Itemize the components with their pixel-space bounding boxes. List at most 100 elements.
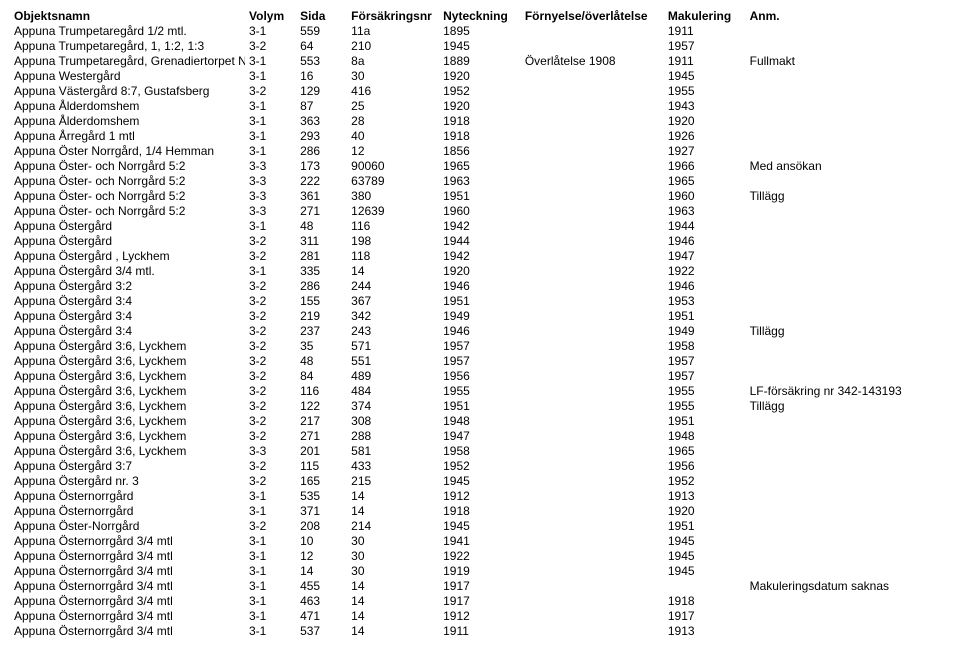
table-cell (664, 578, 746, 593)
table-cell: 3-1 (245, 578, 296, 593)
table-cell (521, 533, 664, 548)
document-page: Objektsnamn Volym Sida Försäkringsnr Nyt… (0, 0, 960, 646)
table-cell: 342 (347, 308, 439, 323)
table-cell: Tillägg (746, 323, 950, 338)
table-cell: 243 (347, 323, 439, 338)
table-cell: Appuna Öster Norrgård, 1/4 Hemman (10, 143, 245, 158)
table-row: Appuna Westergård3-1163019201945 (10, 68, 950, 83)
table-cell: 1960 (439, 203, 521, 218)
table-cell: 3-2 (245, 368, 296, 383)
table-cell: Appuna Östergård (10, 233, 245, 248)
table-cell: 116 (347, 218, 439, 233)
table-cell: 1927 (664, 143, 746, 158)
table-cell (521, 488, 664, 503)
table-cell: 1911 (664, 23, 746, 38)
table-cell (521, 593, 664, 608)
table-cell: Appuna Östergård 3/4 mtl. (10, 263, 245, 278)
table-cell: 25 (347, 98, 439, 113)
table-cell: Appuna Öster- och Norrgård 5:2 (10, 173, 245, 188)
table-cell: 3-2 (245, 383, 296, 398)
table-cell (746, 308, 950, 323)
table-cell: 129 (296, 83, 347, 98)
table-cell: 1956 (664, 458, 746, 473)
table-cell: Appuna Östergård 3:4 (10, 293, 245, 308)
table-cell: 551 (347, 353, 439, 368)
table-row: Appuna Östergård 3:6, Lyckhem3-227128819… (10, 428, 950, 443)
table-row: Appuna Trumpetaregård, 1, 1:2, 1:33-2642… (10, 38, 950, 53)
table-cell (521, 458, 664, 473)
table-cell: 14 (347, 488, 439, 503)
table-cell (521, 443, 664, 458)
table-cell: 3-1 (245, 128, 296, 143)
table-cell: 3-2 (245, 338, 296, 353)
table-cell: 1953 (664, 293, 746, 308)
table-cell: 1958 (439, 443, 521, 458)
table-cell: 3-2 (245, 428, 296, 443)
table-cell: 1957 (439, 353, 521, 368)
table-cell: 367 (347, 293, 439, 308)
table-cell: 14 (347, 263, 439, 278)
table-cell (746, 173, 950, 188)
table-cell (746, 338, 950, 353)
table-cell: 1955 (664, 83, 746, 98)
table-cell: 1957 (439, 338, 521, 353)
table-cell: Appuna Östergård 3:6, Lyckhem (10, 428, 245, 443)
table-cell: 281 (296, 248, 347, 263)
table-cell: Appuna Östernorrgård 3/4 mtl (10, 608, 245, 623)
table-row: Appuna Östernorrgård 3/4 mtl3-1471141912… (10, 608, 950, 623)
table-cell: 208 (296, 518, 347, 533)
table-cell: 1949 (664, 323, 746, 338)
table-cell: 3-1 (245, 608, 296, 623)
table-cell: 35 (296, 338, 347, 353)
table-cell: 1912 (439, 488, 521, 503)
table-cell (521, 38, 664, 53)
table-cell: 3-2 (245, 278, 296, 293)
table-cell (521, 218, 664, 233)
table-cell: 3-1 (245, 488, 296, 503)
table-cell: 1920 (439, 68, 521, 83)
table-cell: 553 (296, 53, 347, 68)
table-cell: LF-försäkring nr 342-143193 (746, 383, 950, 398)
table-cell (746, 563, 950, 578)
table-cell: 1942 (439, 218, 521, 233)
table-cell: Appuna Trumpetaregård 1/2 mtl. (10, 23, 245, 38)
table-row: Appuna Öster- och Norrgård 5:23-33613801… (10, 188, 950, 203)
col-nyteckning: Nyteckning (439, 8, 521, 23)
table-cell (521, 113, 664, 128)
table-cell: Appuna Öster-Norrgård (10, 518, 245, 533)
table-cell: 1945 (664, 563, 746, 578)
table-cell: 1949 (439, 308, 521, 323)
table-cell (746, 113, 950, 128)
table-cell (521, 608, 664, 623)
table-cell: 8a (347, 53, 439, 68)
table-cell (746, 458, 950, 473)
table-cell (521, 503, 664, 518)
table-row: Appuna Östernorrgård 3/4 mtl3-1103019411… (10, 533, 950, 548)
table-cell: 1960 (664, 188, 746, 203)
table-cell: 222 (296, 173, 347, 188)
table-cell: 1963 (439, 173, 521, 188)
table-cell: 116 (296, 383, 347, 398)
table-cell: 12 (296, 548, 347, 563)
table-cell: 1956 (439, 368, 521, 383)
table-cell: 237 (296, 323, 347, 338)
table-cell: 201 (296, 443, 347, 458)
table-cell (521, 83, 664, 98)
table-cell: 380 (347, 188, 439, 203)
table-cell: 1952 (439, 458, 521, 473)
table-cell: 1952 (664, 473, 746, 488)
table-cell: 1911 (439, 623, 521, 638)
col-forsakringsnr: Försäkringsnr (347, 8, 439, 23)
table-row: Appuna Trumpetaregård, Grenadiertorpet N… (10, 53, 950, 68)
table-cell: 1951 (439, 188, 521, 203)
table-cell: 271 (296, 203, 347, 218)
table-body: Appuna Trumpetaregård 1/2 mtl.3-155911a1… (10, 23, 950, 638)
table-cell: 1965 (439, 158, 521, 173)
table-cell: 3-1 (245, 503, 296, 518)
table-cell (521, 278, 664, 293)
table-cell: 217 (296, 413, 347, 428)
table-cell: 3-3 (245, 203, 296, 218)
table-cell: 286 (296, 143, 347, 158)
table-cell: 1947 (439, 428, 521, 443)
table-row: Appuna Årregård 1 mtl3-12934019181926 (10, 128, 950, 143)
